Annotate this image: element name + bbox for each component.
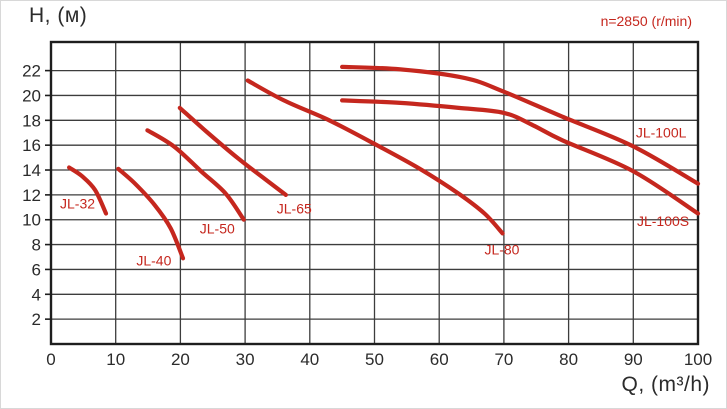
plot-border (49, 40, 700, 346)
curve-JL-40 (116, 166, 186, 261)
x-tick-label-60: 60 (430, 350, 449, 369)
curve-label-JL-100L: JL-100L (636, 125, 687, 141)
x-tick-label-10: 10 (106, 350, 125, 369)
x-tick-label-30: 30 (236, 350, 255, 369)
curve-JL-32 (67, 165, 109, 216)
y-tick-label-8: 8 (32, 236, 41, 255)
x-tick-label-20: 20 (171, 350, 190, 369)
x-tick-label-50: 50 (365, 350, 384, 369)
curve-label-JL-65: JL-65 (277, 201, 312, 217)
curve-label-JL-32: JL-32 (60, 196, 95, 212)
curve-JL-100L (340, 64, 701, 186)
y-tick-label-10: 10 (22, 211, 41, 230)
y-tick-label-18: 18 (22, 111, 41, 130)
y-tick-label-12: 12 (22, 186, 41, 205)
curve-JL-100S (340, 98, 701, 216)
speed-annotation: n=2850 (r/min) (600, 13, 692, 29)
y-tick-label-6: 6 (32, 260, 41, 279)
curve-label-JL-80: JL-80 (484, 242, 519, 258)
x-axis-title: Q, (m³/h) (621, 373, 710, 396)
x-tick-label-0: 0 (46, 350, 55, 369)
y-tick-label-16: 16 (22, 136, 41, 155)
x-tick-label-100: 100 (684, 350, 712, 369)
curve-label-JL-100S: JL-100S (637, 213, 689, 229)
x-tick-label-90: 90 (624, 350, 643, 369)
curve-label-JL-40: JL-40 (136, 253, 171, 269)
x-tick-label-80: 80 (559, 350, 578, 369)
curve-JL-80 (245, 78, 505, 236)
x-tick-label-40: 40 (300, 350, 319, 369)
curve-JL-65 (177, 105, 288, 197)
y-tick-label-22: 22 (22, 62, 41, 81)
y-axis-title: H, (м) (29, 4, 88, 27)
y-tick-label-4: 4 (32, 285, 41, 304)
y-tick-label-20: 20 (22, 86, 41, 105)
x-tick-label-70: 70 (494, 350, 513, 369)
y-tick-label-2: 2 (32, 310, 41, 329)
y-tick-label-14: 14 (22, 161, 41, 180)
curve-JL-50 (145, 128, 246, 222)
curve-label-JL-50: JL-50 (200, 220, 235, 236)
